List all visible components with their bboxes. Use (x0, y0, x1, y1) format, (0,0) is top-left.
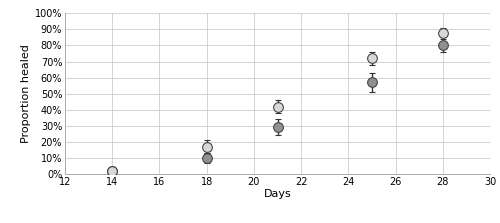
X-axis label: Days: Days (264, 190, 291, 200)
Y-axis label: Proportion healed: Proportion healed (20, 44, 30, 143)
